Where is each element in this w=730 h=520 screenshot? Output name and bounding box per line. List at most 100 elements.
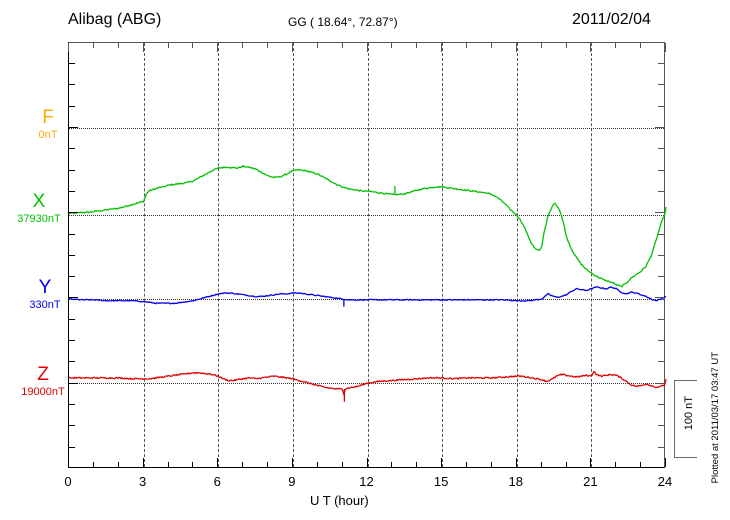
ytick <box>658 191 664 192</box>
ytick <box>658 255 664 256</box>
ytick <box>658 340 664 341</box>
gridline-vertical-3 <box>143 43 145 467</box>
xtick-top-15 <box>441 43 443 52</box>
xtick-bottom-21 <box>590 458 592 467</box>
ytick <box>658 447 664 448</box>
xtick-top-8 <box>267 43 268 48</box>
component-label-x: X 37930nT <box>2 192 76 226</box>
geographic-coordinates: GG ( 18.64°, 72.87°) <box>288 15 398 29</box>
ytick <box>69 319 75 320</box>
xtick-bottom-12 <box>366 458 368 467</box>
xtick-top-4 <box>167 43 169 48</box>
xtick-bottom-17 <box>490 462 492 467</box>
ytick <box>69 340 75 341</box>
component-symbol-f: F <box>42 107 54 128</box>
xtick-label-9: 9 <box>288 474 296 489</box>
observation-date: 2011/02/04 <box>572 11 651 28</box>
xtick-top-3 <box>142 43 144 52</box>
xtick-top-20 <box>565 43 567 48</box>
xtick-top-5 <box>192 43 194 48</box>
xtick-label-24: 24 <box>657 474 673 489</box>
xtick-bottom-6 <box>217 458 219 467</box>
xtick-top-9 <box>291 43 293 52</box>
xtick-top-1 <box>92 43 94 48</box>
trace-y <box>68 286 667 305</box>
ytick <box>69 361 75 362</box>
gridline-vertical-21 <box>591 43 593 467</box>
ytick <box>69 84 75 85</box>
component-label-f: F 0nT <box>20 108 76 142</box>
gridline-vertical-12 <box>367 43 369 467</box>
xtick-bottom-14 <box>416 462 418 467</box>
xtick-bottom-11 <box>341 462 343 467</box>
component-label-y: Y 330nT <box>14 278 76 312</box>
component-symbol-x: X <box>32 191 46 212</box>
component-symbol-z: Z <box>37 364 49 385</box>
component-baseline-z: 19000nT <box>21 386 65 398</box>
ytick <box>658 361 664 362</box>
xtick-bottom-0 <box>68 458 69 467</box>
ytick <box>658 148 664 149</box>
ytick <box>69 127 78 128</box>
gridline-vertical-9 <box>292 43 294 467</box>
xtick-bottom-20 <box>565 462 567 467</box>
xtick-label-15: 15 <box>433 474 449 489</box>
ytick <box>658 234 664 235</box>
xtick-top-21 <box>590 43 592 52</box>
xtick-bottom-4 <box>167 462 169 467</box>
xtick-bottom-18 <box>515 458 517 467</box>
xtick-top-23 <box>640 43 642 48</box>
scale-bar-label: 100 nT <box>683 396 695 431</box>
magnetogram-plot-area <box>68 42 667 468</box>
ytick <box>69 297 78 298</box>
xtick-top-24 <box>665 43 666 52</box>
ytick <box>658 319 664 320</box>
xtick-bottom-3 <box>142 458 144 467</box>
plot-timestamp: Plotted at 2011/03/17 03:47 UT <box>710 352 721 484</box>
xtick-top-7 <box>242 43 244 48</box>
xtick-bottom-7 <box>242 462 244 467</box>
component-label-z: Z 19000nT <box>10 365 76 399</box>
gridline-vertical-18 <box>516 43 518 467</box>
xtick-top-6 <box>217 43 219 52</box>
xtick-top-19 <box>540 43 542 48</box>
xtick-bottom-10 <box>316 462 318 467</box>
ytick <box>658 63 664 64</box>
scale-bar <box>674 380 697 458</box>
ytick <box>69 170 75 171</box>
xtick-top-10 <box>316 43 318 48</box>
ytick <box>658 84 664 85</box>
xtick-label-6: 6 <box>213 474 221 489</box>
xtick-top-13 <box>391 43 393 48</box>
xtick-top-18 <box>515 43 517 52</box>
component-baseline-y: 330nT <box>29 299 61 311</box>
ytick <box>658 404 664 405</box>
ytick <box>69 425 75 426</box>
xtick-bottom-16 <box>466 462 467 467</box>
xtick-top-14 <box>416 43 418 48</box>
ytick <box>658 425 664 426</box>
xtick-bottom-1 <box>92 462 94 467</box>
xtick-label-0: 0 <box>64 474 72 489</box>
component-baseline-f: 0nT <box>38 129 58 141</box>
xtick-bottom-9 <box>291 458 293 467</box>
xtick-bottom-5 <box>192 462 194 467</box>
trace-layer <box>68 165 667 402</box>
xtick-top-22 <box>615 43 617 48</box>
xtick-bottom-2 <box>117 462 119 467</box>
xtick-top-2 <box>117 43 119 48</box>
xtick-label-18: 18 <box>508 474 523 489</box>
xtick-bottom-22 <box>615 462 617 467</box>
station-name: Alibag (ABG) <box>68 11 162 28</box>
xtick-top-11 <box>341 43 343 48</box>
ytick <box>658 276 664 277</box>
trace-z <box>68 370 667 396</box>
xtick-top-0 <box>68 43 69 52</box>
xtick-top-12 <box>366 43 368 52</box>
ytick <box>69 276 75 277</box>
xtick-bottom-23 <box>640 462 642 467</box>
ytick <box>69 255 75 256</box>
baseline-f <box>69 128 664 129</box>
ytick <box>69 212 78 213</box>
ytick <box>655 212 664 213</box>
